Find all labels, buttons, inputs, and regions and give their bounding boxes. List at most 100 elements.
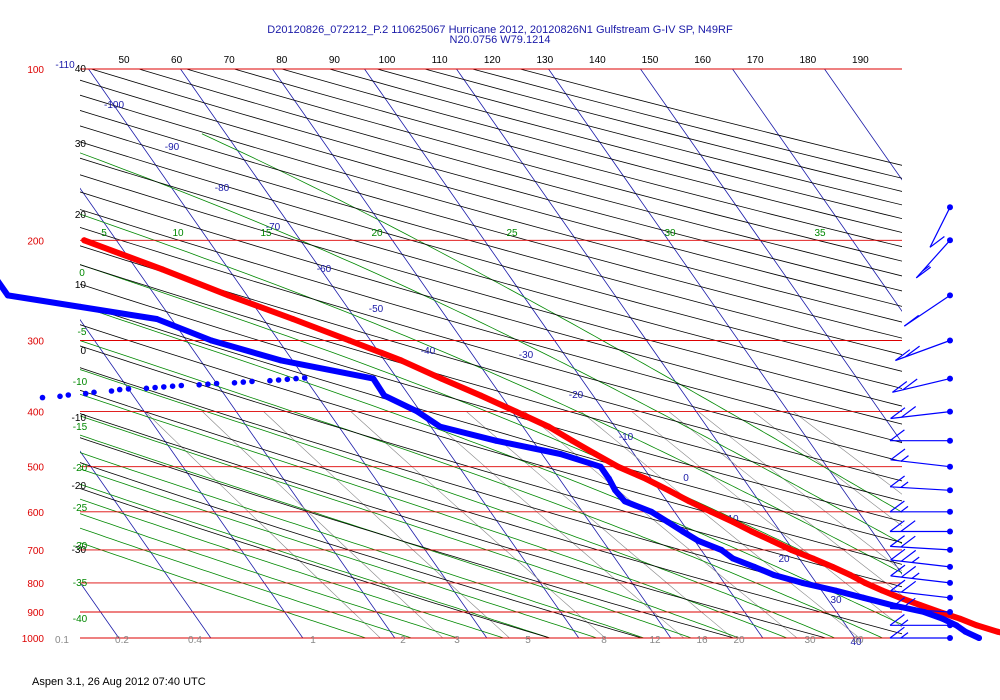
temperature-point	[665, 487, 672, 494]
wind-barb-dot	[947, 437, 953, 444]
dry-adiabat-lines	[80, 69, 902, 638]
dewpoint-point	[621, 498, 628, 505]
footer-version-timestamp: Aspen 3.1, 26 Aug 2012 07:40 UTC	[32, 676, 206, 688]
moist-adiabat-line	[80, 152, 902, 544]
wind-barb-flag	[890, 579, 906, 592]
dewpoint-scatter-point	[196, 382, 202, 388]
mixing-ratio-line	[668, 411, 902, 596]
temperature-point	[973, 622, 980, 629]
dry-adiabat-line	[80, 389, 902, 635]
wind-barb-flag	[900, 505, 909, 513]
dewpoint-point	[953, 622, 960, 629]
dry-adiabat-line	[80, 462, 644, 638]
wind-barbs	[889, 204, 953, 641]
mixing-ratio-line	[466, 411, 734, 638]
moist-adiabat-label: -5	[78, 327, 87, 338]
wind-barb-dot	[947, 408, 953, 415]
dewpoint-scatter-point	[91, 389, 97, 396]
moist-adiabat-line	[80, 264, 902, 601]
wind-barb-dot	[947, 563, 953, 570]
isotherm-label: -90	[165, 142, 180, 153]
mixing-ratio-line	[263, 411, 510, 638]
dewpoint-point	[208, 337, 215, 344]
wind-barb-staff	[915, 239, 951, 279]
wind-barb-dot	[947, 609, 953, 615]
mixing-ratio-label: 8	[601, 635, 607, 646]
wind-barb-staff	[890, 545, 951, 551]
wind-barb-flag	[892, 381, 908, 393]
temperature-point	[438, 375, 445, 382]
top-axis-tick-label: 160	[694, 55, 711, 66]
wind-barb-flag	[900, 549, 917, 562]
temperature-point	[569, 437, 576, 444]
temperature-point	[748, 528, 755, 535]
moist-adiabat-label: 20	[371, 228, 383, 239]
wind-barb-staff	[890, 575, 951, 584]
dry-adiabat-label: -30	[72, 545, 87, 556]
chart-title-line-1: D20120826_072212_P.2 110625067 Hurricane…	[267, 24, 733, 36]
moist-adiabat-line	[80, 483, 552, 638]
pressure-tick-label: 800	[27, 579, 44, 590]
dewpoint-scatter-point	[178, 382, 185, 389]
moist-adiabat-line	[80, 434, 693, 638]
wind-barb-dot	[947, 237, 953, 244]
dry-adiabat-line	[80, 174, 902, 407]
temperature-point	[917, 602, 923, 608]
moist-adiabat-label: 35	[814, 228, 826, 239]
top-axis-tick-label: 180	[799, 55, 816, 66]
isotherm-line	[80, 450, 212, 638]
temperature-point	[730, 518, 736, 525]
wind-barb-dot	[947, 622, 953, 629]
isotherm-label: -100	[104, 100, 124, 111]
dewpoint-scatter-point	[125, 386, 132, 392]
dry-adiabat-label: 40	[75, 64, 87, 75]
moist-adiabat-line	[80, 468, 599, 638]
top-axis-tick-label: 60	[171, 55, 183, 66]
mixing-ratio-line	[202, 411, 444, 638]
moist-adiabat-label: 5	[101, 228, 107, 239]
chart-title-line-2: N20.0756 W79.1214	[449, 34, 551, 46]
dewpoint-point	[648, 508, 655, 515]
dry-adiabat-line	[80, 94, 902, 323]
dewpoint-point	[414, 408, 421, 415]
wind-barb-dot	[947, 594, 953, 601]
dewpoint-point	[370, 375, 377, 382]
mixing-ratio-label: 40	[852, 635, 864, 646]
temperature-point	[477, 392, 484, 399]
dry-adiabat-line	[80, 345, 902, 588]
wind-barb-flag	[889, 429, 905, 442]
dewpoint-point	[492, 437, 499, 444]
pressure-tick-label: 400	[27, 408, 44, 419]
dry-adiabat-line	[376, 69, 902, 206]
temperature-point	[957, 615, 963, 622]
dry-adiabat-line	[80, 209, 902, 443]
dewpoint-scatter-point	[205, 381, 211, 388]
isotherm-line	[80, 187, 396, 638]
dewpoint-point	[799, 579, 806, 586]
dry-adiabat-label: 20	[75, 210, 87, 221]
dewpoint-point	[153, 316, 160, 322]
moist-adiabat-label: -10	[73, 377, 88, 388]
isotherm-line	[917, 69, 1000, 638]
wind-barb-dot	[947, 337, 953, 344]
dewpoint-scatter-point	[240, 379, 247, 385]
pressure-tick-label: 200	[27, 236, 44, 247]
temperature-point	[829, 563, 836, 570]
wind-barb-staff	[890, 486, 951, 491]
pressure-tick-label: 1000	[22, 634, 45, 645]
dewpoint-scatter-point	[161, 384, 167, 390]
pressure-tick-label: 300	[27, 337, 44, 348]
moist-adiabat-label: 25	[506, 228, 518, 239]
dry-adiabat-line	[80, 109, 902, 339]
dry-adiabat-line	[80, 324, 902, 565]
wind-barb-flag	[895, 349, 911, 361]
dry-adiabat-label: 0	[80, 346, 86, 357]
dewpoint-point	[860, 594, 867, 601]
top-axis-tick-label: 150	[642, 55, 659, 66]
wind-barb-flag	[890, 407, 906, 419]
temperature-point	[769, 537, 776, 544]
mixing-ratio-label: 16	[696, 635, 708, 646]
dewpoint-scatter-point	[267, 377, 273, 384]
wind-barb-flag	[889, 475, 905, 488]
